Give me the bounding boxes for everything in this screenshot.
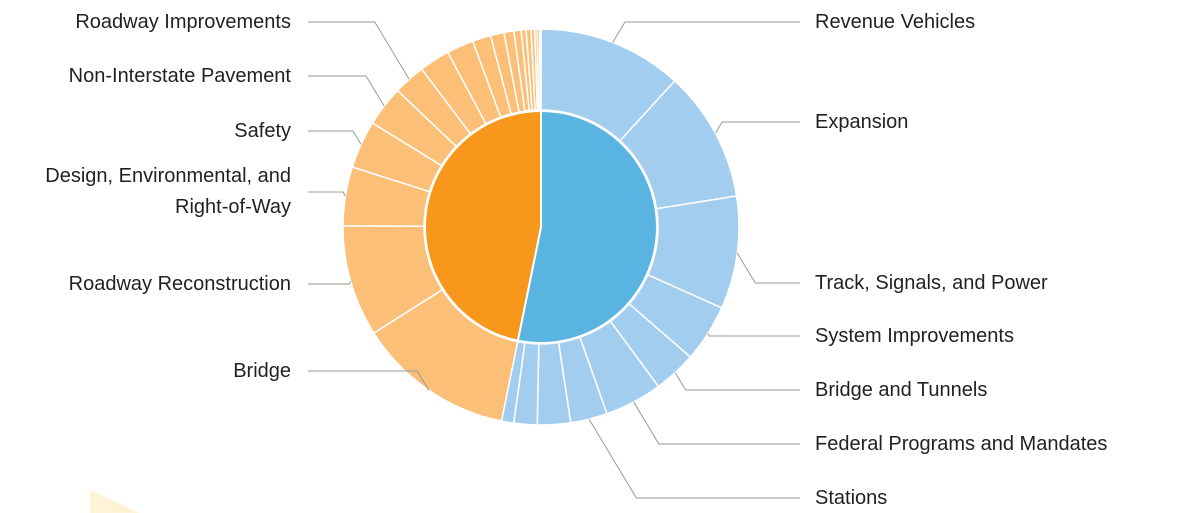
segment-label: Non-Interstate Pavement [68,64,291,87]
segment-label: Stations [815,486,888,509]
segment-label: Bridge [233,359,291,382]
leader-line [308,130,362,145]
leader-line [308,281,352,285]
segment-label: Revenue Vehicles [815,10,976,33]
leader-line [633,401,800,445]
leader-line [308,370,430,391]
leader-line [588,418,800,499]
segment-label: Bridge and Tunnels [815,378,988,401]
leader-line [308,75,385,107]
leader-line [308,21,410,80]
leader-line [308,191,346,197]
leader-line [714,121,800,134]
leader-line [674,372,800,391]
decoration [90,490,140,513]
leader-line [736,252,800,284]
segment-label: Design, Environmental, and Right-of-Way [45,165,291,218]
segment-label: Roadway Reconstruction [68,272,291,295]
leader-line [707,333,800,337]
segment-label: Roadway Improvements [75,10,291,33]
outer-segment [539,28,542,111]
leader-line [612,21,800,43]
segment-label: Federal Programs and Mandates [815,432,1108,455]
segment-label: Safety [234,119,291,142]
segment-label: Expansion [815,110,909,133]
segment-label: Track, Signals, and Power [815,271,1048,294]
inner-segment [516,109,658,344]
inner-segment [424,109,542,342]
segment-label: System Improvements [815,324,1014,347]
